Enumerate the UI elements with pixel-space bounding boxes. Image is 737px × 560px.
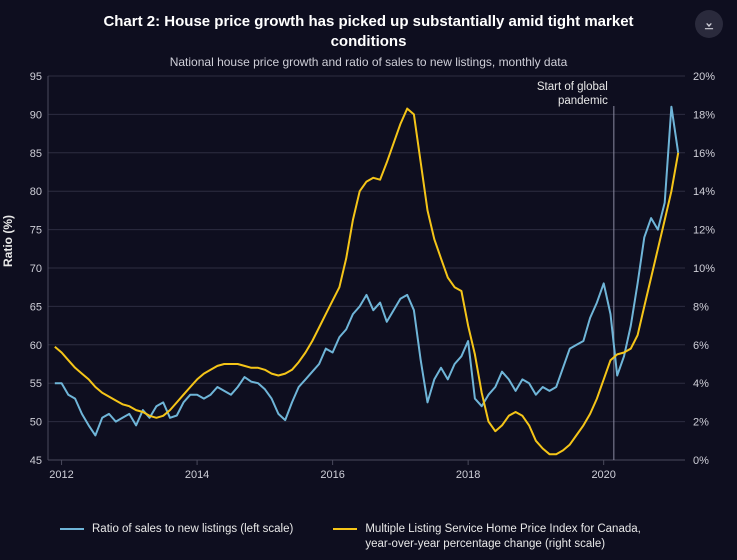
svg-text:75: 75	[30, 225, 42, 237]
legend-label: Ratio of sales to new listings (left sca…	[92, 522, 293, 537]
svg-text:2%: 2%	[693, 417, 709, 429]
svg-text:Start of global: Start of global	[537, 81, 608, 93]
legend-item-ratio: Ratio of sales to new listings (left sca…	[60, 522, 293, 552]
legend-swatch	[333, 528, 357, 530]
download-icon	[702, 17, 716, 31]
svg-text:70: 70	[30, 263, 42, 275]
chart-plot: 45 50 55 60 65 70 75 80 85 90 95 0% 2% 4% 6% 8% 10% 12% 14…	[0, 70, 737, 490]
svg-text:10%: 10%	[693, 263, 715, 275]
svg-text:45: 45	[30, 455, 42, 467]
svg-text:8%: 8%	[693, 301, 709, 313]
svg-text:16%: 16%	[693, 148, 715, 160]
legend-swatch	[60, 528, 84, 530]
svg-text:20%: 20%	[693, 71, 715, 83]
svg-text:85: 85	[30, 148, 42, 160]
chart-title: Chart 2: House price growth has picked u…	[0, 0, 737, 55]
svg-text:4%: 4%	[693, 378, 709, 390]
svg-text:2020: 2020	[591, 469, 615, 481]
legend-item-hpi: Multiple Listing Service Home Price Inde…	[333, 522, 663, 552]
svg-text:14%: 14%	[693, 186, 715, 198]
svg-text:18%: 18%	[693, 109, 715, 121]
svg-text:2012: 2012	[49, 469, 73, 481]
svg-text:80: 80	[30, 186, 42, 198]
svg-text:65: 65	[30, 301, 42, 313]
svg-text:pandemic: pandemic	[558, 95, 608, 107]
download-button[interactable]	[695, 10, 723, 38]
svg-text:95: 95	[30, 71, 42, 83]
legend-label: Multiple Listing Service Home Price Inde…	[365, 522, 663, 552]
svg-text:12%: 12%	[693, 225, 715, 237]
svg-text:60: 60	[30, 340, 42, 352]
svg-text:55: 55	[30, 378, 42, 390]
svg-text:2016: 2016	[320, 469, 344, 481]
svg-text:6%: 6%	[693, 340, 709, 352]
svg-text:50: 50	[30, 417, 42, 429]
legend: Ratio of sales to new listings (left sca…	[60, 522, 707, 552]
svg-text:90: 90	[30, 109, 42, 121]
svg-text:2018: 2018	[456, 469, 480, 481]
svg-text:0%: 0%	[693, 455, 709, 467]
chart-container: Chart 2: House price growth has picked u…	[0, 0, 737, 560]
svg-text:2014: 2014	[185, 469, 209, 481]
